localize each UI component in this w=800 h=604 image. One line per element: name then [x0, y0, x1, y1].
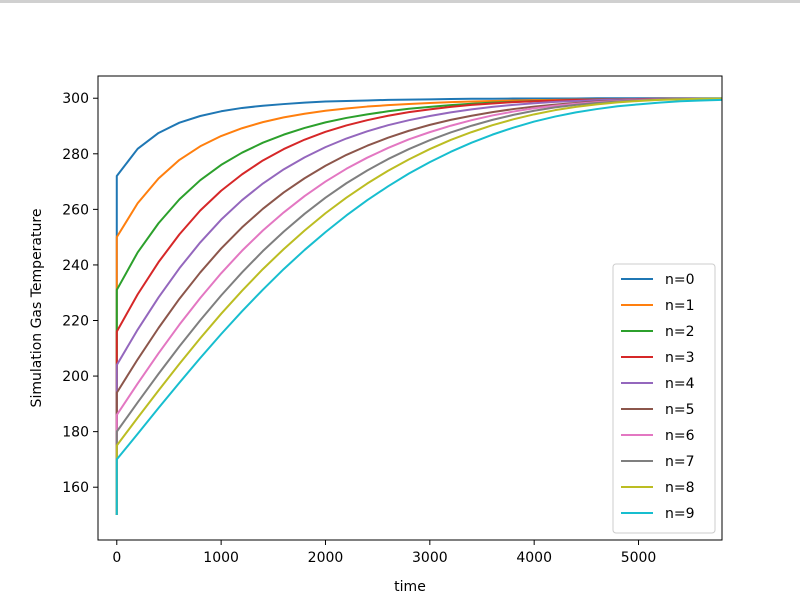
series-line-9 [115, 98, 722, 515]
x-tick-label: 5000 [621, 550, 657, 566]
window-top-border [0, 0, 800, 3]
series-lines [115, 97, 722, 515]
x-tick-label: 4000 [516, 550, 552, 566]
legend-label: n=5 [665, 402, 695, 418]
legend: n=0 n=1 n=2 n=3 n=4 n=5 n=6 n=7 n=8 n=9 [612, 263, 716, 534]
legend-label: n=1 [665, 298, 695, 314]
x-tick-label: 2000 [308, 550, 344, 566]
y-tick-label: 200 [62, 369, 89, 385]
legend-label: n=4 [665, 376, 695, 392]
series-line-0 [115, 97, 722, 515]
y-tick-label: 160 [62, 480, 89, 496]
legend-label: n=6 [665, 428, 695, 444]
legend-label: n=0 [665, 272, 695, 288]
legend-label: n=7 [665, 454, 695, 470]
series-line-4 [115, 97, 722, 515]
y-tick-label: 280 [62, 147, 89, 163]
y-tick-label: 240 [62, 258, 89, 274]
series-line-8 [115, 97, 722, 515]
y-tick-label: 260 [62, 202, 89, 218]
y-axis-ticks: 160 180 200 220 240 260 280 300 [62, 91, 98, 496]
x-tick-label: 1000 [203, 550, 239, 566]
y-tick-label: 300 [62, 91, 89, 107]
y-axis-label: Simulation Gas Temperature [29, 209, 45, 408]
x-tick-label: 0 [112, 550, 121, 566]
legend-label: n=2 [665, 324, 695, 340]
y-tick-label: 220 [62, 314, 89, 330]
legend-label: n=8 [665, 480, 695, 496]
plot-frame [97, 75, 723, 541]
x-axis-label: time [394, 579, 426, 595]
legend-label: n=9 [665, 506, 695, 522]
x-tick-label: 3000 [412, 550, 448, 566]
legend-label: n=3 [665, 350, 695, 366]
x-axis-ticks: 0 1000 2000 3000 4000 5000 [112, 540, 656, 566]
y-tick-label: 180 [62, 425, 89, 441]
